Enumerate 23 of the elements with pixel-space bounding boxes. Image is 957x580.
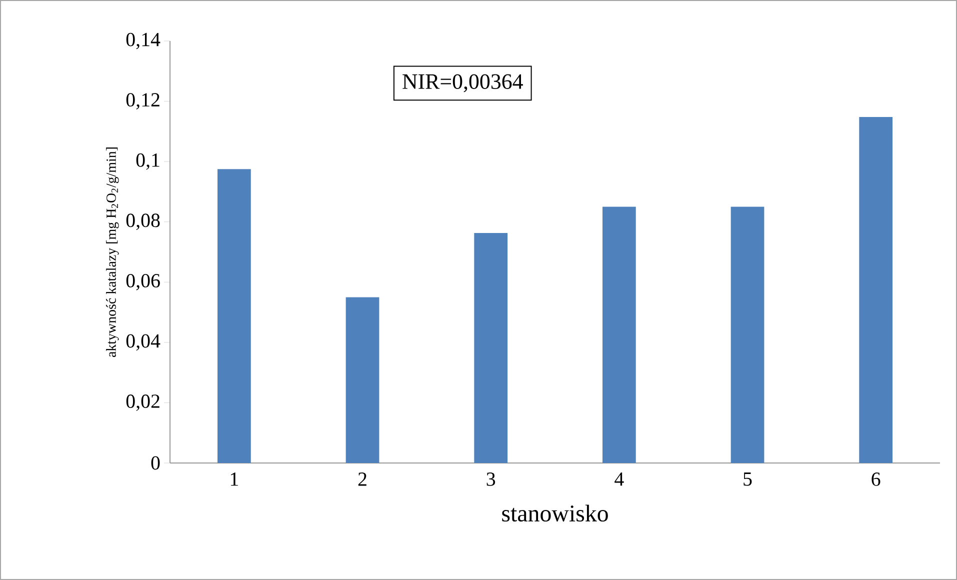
y-tick-label: 0,04 (126, 334, 160, 351)
y-tick-label: 0,14 (126, 32, 160, 50)
bar (602, 206, 636, 463)
x-tick-label: 5 (744, 472, 752, 486)
y-tick-label: 0,02 (126, 394, 160, 411)
x-tick-label: 2 (358, 472, 366, 486)
bar (346, 297, 380, 463)
bar (730, 206, 764, 463)
bar (217, 169, 251, 463)
x-tick-label: 6 (872, 472, 880, 486)
bar (474, 232, 508, 463)
x-tick-label: 3 (486, 472, 496, 486)
x-axis-title: stanowisko (502, 504, 608, 522)
x-tick-label: 4 (614, 472, 624, 486)
annotation: NIR=0,00364 (402, 74, 523, 92)
x-tick-label: 1 (230, 472, 238, 486)
bar (859, 116, 893, 463)
y-tick-label: 0,1 (136, 153, 160, 170)
y-tick-label: 0 (151, 456, 160, 470)
y-tick-label: 0,06 (126, 274, 160, 290)
y-tick-label: 0,08 (126, 214, 160, 230)
y-axis-title: aktywność katalazy [mg H$_{2}$O$_{2}$/g/min] (106, 148, 119, 358)
y-tick-label: 0,12 (126, 93, 160, 110)
